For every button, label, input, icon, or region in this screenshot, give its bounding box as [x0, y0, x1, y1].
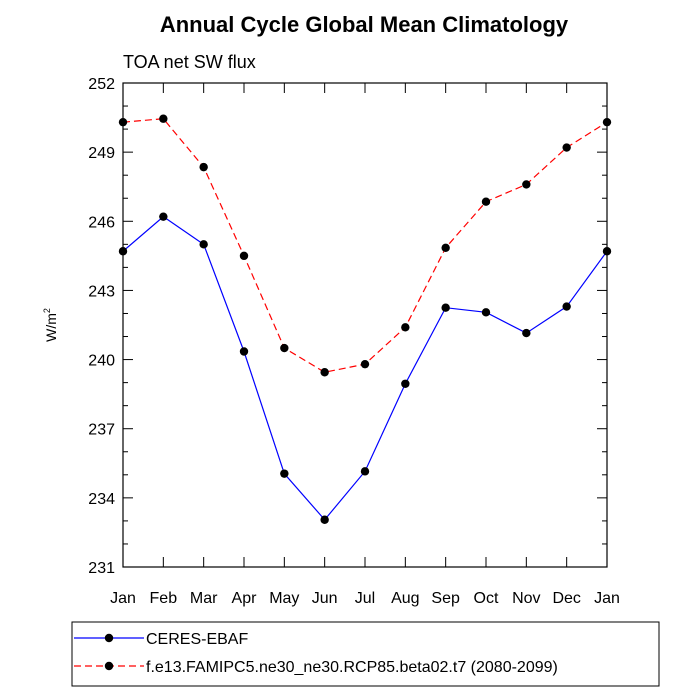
chart-title: Annual Cycle Global Mean Climatology — [160, 12, 569, 37]
chart-subtitle: TOA net SW flux — [123, 52, 256, 72]
legend-marker-0 — [104, 633, 114, 643]
y-tick-label: 237 — [88, 422, 115, 439]
y-tick-label: 246 — [88, 214, 115, 231]
series-1-point — [562, 143, 571, 152]
x-tick-label: Feb — [150, 590, 178, 607]
series-0-point — [481, 308, 491, 317]
series-1-point — [481, 197, 491, 206]
legend-box — [71, 621, 660, 687]
series-0-point — [320, 515, 329, 524]
x-tick-label: May — [269, 590, 299, 607]
x-tick-label: Jan — [594, 590, 620, 607]
x-tick-label: Jul — [355, 590, 375, 607]
legend-label-1: f.e13.FAMIPC5.ne30_ne30.RCP85.beta02.t7 … — [146, 659, 558, 676]
series-0-point — [441, 303, 450, 312]
x-tick-label: Dec — [552, 590, 580, 607]
series-0-point — [522, 328, 531, 338]
series-1-point — [360, 359, 370, 369]
series-1-point — [159, 114, 168, 123]
series-0-point — [360, 467, 370, 476]
x-tick-label: Oct — [474, 590, 499, 607]
x-tick-label: Jun — [312, 590, 338, 607]
y-axis-label-superscript: 2 — [42, 308, 52, 313]
x-tick-label: Jan — [110, 590, 136, 607]
x-tick-label: Sep — [431, 590, 460, 607]
series-0-point — [199, 240, 208, 249]
y-tick-label: 240 — [88, 353, 115, 370]
axis-ticks: 231 234 237 240 243 246 249 252 Jan Feb Mar Apr May J… — [88, 76, 620, 607]
series-0-point — [401, 379, 410, 388]
x-tick-label: Nov — [512, 590, 540, 607]
x-tick-label: Apr — [232, 590, 258, 607]
series-0-point — [562, 302, 571, 311]
series-1-point — [199, 162, 208, 172]
series-layer — [118, 114, 612, 524]
x-tick-label: Mar — [190, 590, 218, 607]
series-1-point — [401, 323, 410, 332]
series-1-point — [522, 180, 531, 189]
series-line-1 — [122, 118, 608, 373]
series-1-point — [239, 251, 249, 261]
x-tick-label: Aug — [391, 590, 419, 607]
legend-label-0: CERES-EBAF — [146, 631, 248, 648]
series-1-point — [280, 343, 289, 353]
legend: CERES-EBAF f.e13.FAMIPC5.ne30_ne30.RCP85.… — [71, 621, 660, 687]
y-axis-label: W/m2 — [42, 308, 59, 342]
series-1-point — [441, 243, 450, 252]
series-1-point — [320, 368, 329, 377]
series-0-point — [159, 212, 168, 221]
y-tick-label: 249 — [88, 145, 115, 162]
series-0-point — [239, 347, 249, 356]
series-0-point — [280, 469, 289, 478]
y-tick-label: 252 — [88, 76, 115, 93]
y-tick-label: 234 — [88, 491, 115, 508]
y-tick-label: 243 — [88, 283, 115, 300]
y-tick-label: 231 — [88, 560, 115, 577]
plot-frame — [122, 82, 608, 568]
legend-marker-1 — [104, 661, 114, 671]
